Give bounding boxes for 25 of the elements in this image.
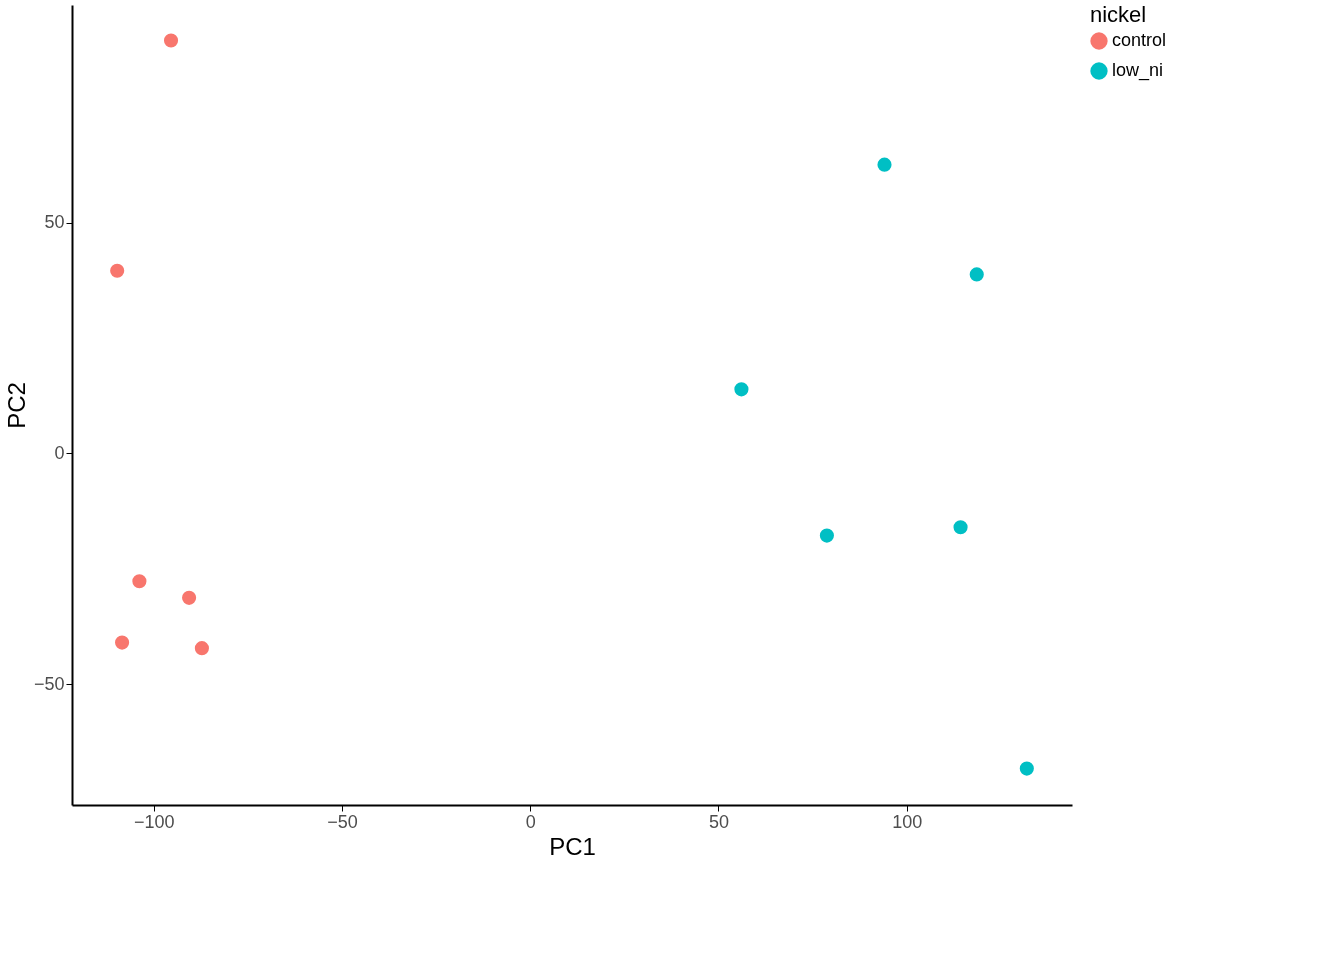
point <box>182 590 197 605</box>
x-tick-label: 0 <box>525 811 536 832</box>
legend-label: low_ni <box>1112 60 1164 81</box>
point <box>115 635 130 650</box>
x-tick-label: 50 <box>708 811 729 832</box>
point <box>953 520 968 535</box>
point <box>163 33 179 48</box>
y-tick-label: −50 <box>33 673 65 694</box>
x-axis-title: PC1 <box>549 832 596 860</box>
x-tick-label: −100 <box>133 811 175 832</box>
legend-title: nickel <box>1090 2 1147 27</box>
y-axis-title: PC2 <box>2 382 30 429</box>
point <box>877 157 892 172</box>
point <box>969 267 984 282</box>
y-tick-label: 50 <box>44 212 65 233</box>
point <box>819 528 834 543</box>
point <box>110 263 125 278</box>
point <box>194 641 209 656</box>
point <box>1019 761 1034 776</box>
legend-label: control <box>1112 30 1167 50</box>
y-tick-label: 0 <box>54 442 65 463</box>
x-tick-label: 100 <box>892 811 923 832</box>
point <box>132 574 147 589</box>
point <box>734 382 749 397</box>
x-tick-label: −50 <box>327 811 358 832</box>
